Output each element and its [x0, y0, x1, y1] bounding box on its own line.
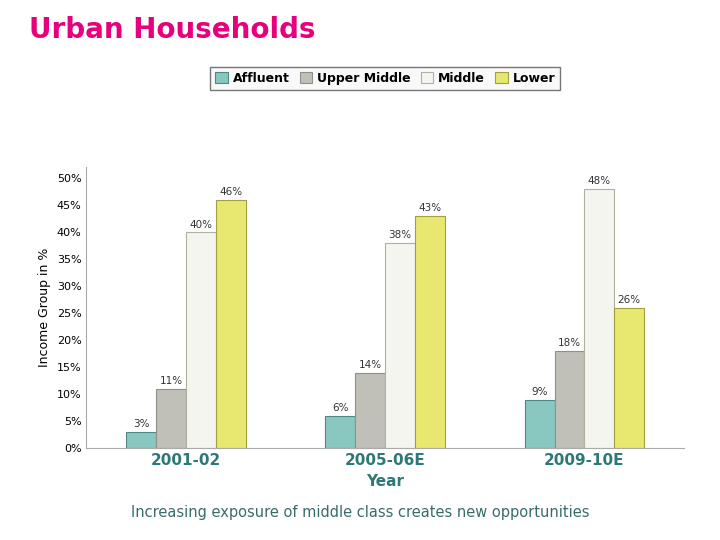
Y-axis label: Income Group in %: Income Group in % [38, 248, 51, 368]
Bar [356, 373, 385, 448]
Text: 46%: 46% [220, 187, 243, 197]
Bar [585, 189, 614, 448]
Text: 9%: 9% [531, 387, 548, 397]
Text: 11%: 11% [160, 376, 183, 386]
Text: 3%: 3% [133, 419, 150, 429]
Text: 26%: 26% [618, 295, 641, 305]
Legend: Affluent, Upper Middle, Middle, Lower: Affluent, Upper Middle, Middle, Lower [210, 67, 560, 90]
Bar [186, 232, 216, 448]
Bar [614, 308, 644, 448]
Text: 18%: 18% [558, 338, 581, 348]
Text: 43%: 43% [418, 203, 441, 213]
Text: 48%: 48% [588, 176, 611, 186]
Text: 6%: 6% [332, 403, 348, 413]
Text: 40%: 40% [189, 219, 212, 230]
Bar [525, 400, 554, 448]
Text: 38%: 38% [389, 230, 412, 240]
Text: 14%: 14% [359, 360, 382, 370]
Bar [156, 389, 186, 448]
Text: Increasing exposure of middle class creates new opportunities: Increasing exposure of middle class crea… [131, 505, 589, 521]
Bar [216, 200, 246, 448]
Bar [325, 416, 356, 448]
Text: Urban Households: Urban Households [29, 16, 315, 44]
Bar [126, 432, 156, 448]
Bar [554, 351, 585, 448]
X-axis label: Year: Year [366, 474, 404, 489]
Bar [385, 243, 415, 448]
Bar [415, 216, 445, 448]
